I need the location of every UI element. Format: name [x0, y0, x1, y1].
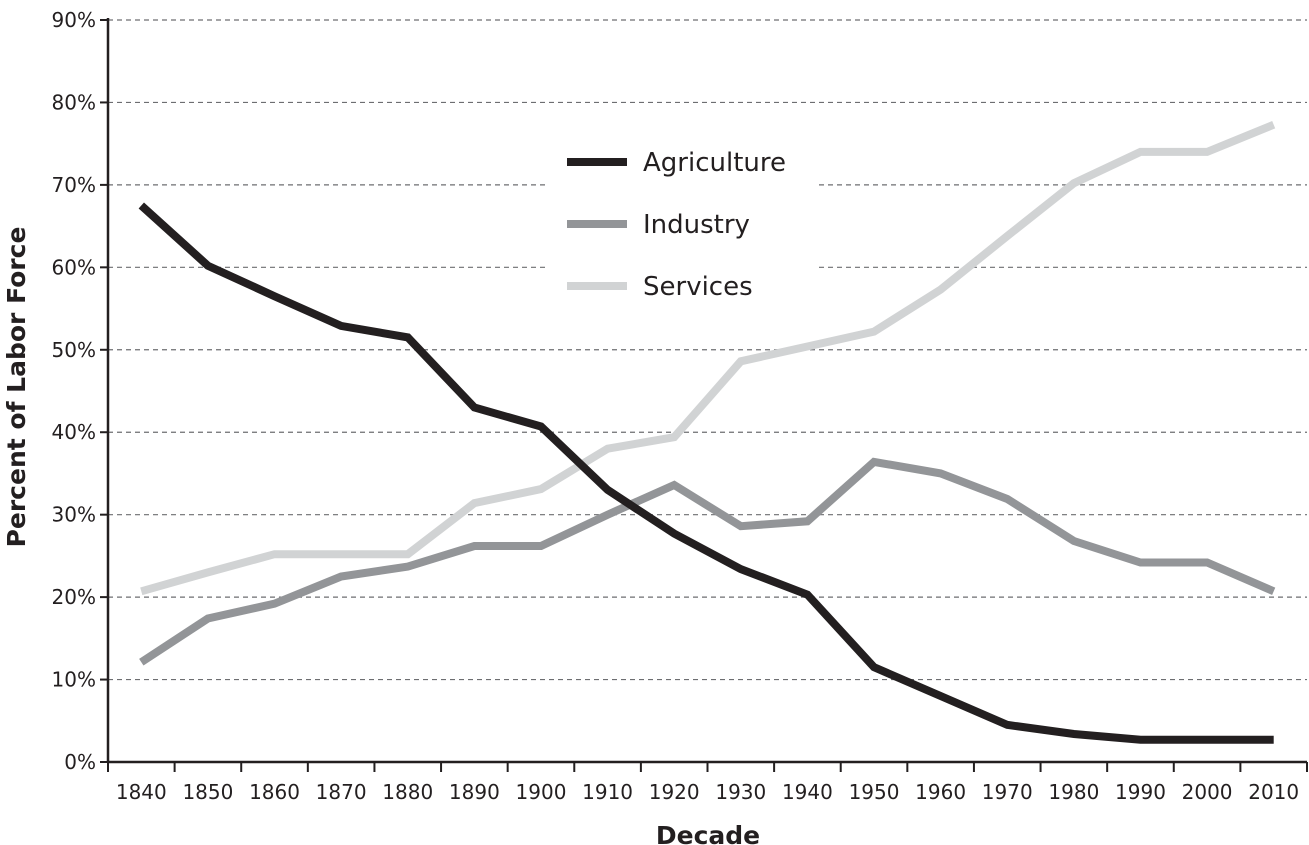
y-tick-label: 60% [52, 255, 96, 279]
y-tick-label: 10% [52, 668, 96, 692]
x-tick-label: 1970 [982, 780, 1033, 804]
series-line-services [140, 120, 1276, 596]
series-lines [138, 120, 1276, 744]
x-tick-label: 1980 [1048, 780, 1099, 804]
y-tick-label: 20% [52, 585, 96, 609]
series-line-agriculture [138, 202, 1274, 744]
x-tick-label: 1840 [116, 780, 167, 804]
series-line-industry [139, 457, 1276, 666]
x-tick-label: 1850 [182, 780, 233, 804]
x-tick-label: 1960 [915, 780, 966, 804]
y-axis-title: Percent of Labor Force [2, 227, 31, 548]
y-tick-label: 0% [64, 750, 96, 774]
x-tick-label: 2010 [1248, 780, 1299, 804]
x-tick-label: 1910 [582, 780, 633, 804]
x-axis-title: Decade [656, 821, 760, 845]
y-tick-label: 50% [52, 338, 96, 362]
y-tick-label: 70% [52, 173, 96, 197]
legend-label-agriculture: Agriculture [643, 148, 786, 178]
x-tick-label: 1940 [782, 780, 833, 804]
x-tick-label: 1930 [715, 780, 766, 804]
legend: Agriculture Industry Services [548, 130, 818, 315]
x-tick-label: 2000 [1182, 780, 1233, 804]
y-tick-label: 90% [52, 8, 96, 32]
x-tick-label: 1890 [449, 780, 500, 804]
y-tick-label: 40% [52, 420, 96, 444]
y-tick-label: 30% [52, 503, 96, 527]
legend-label-services: Services [643, 272, 753, 302]
legend-label-industry: Industry [643, 210, 750, 240]
axes: 0% 10% 20% 30% 40% 50% 60% 70% 80% 90% 1840 1850 186… [52, 8, 1308, 804]
x-tick-label: 1860 [249, 780, 300, 804]
y-tick-label: 80% [52, 90, 96, 114]
x-tick-label: 1880 [382, 780, 433, 804]
gridlines [108, 19, 1307, 681]
x-tick-label: 1900 [516, 780, 567, 804]
x-tick-label: 1870 [316, 780, 367, 804]
x-tick-label: 1990 [1115, 780, 1166, 804]
x-tick-label: 1920 [649, 780, 700, 804]
x-tick-label: 1950 [849, 780, 900, 804]
